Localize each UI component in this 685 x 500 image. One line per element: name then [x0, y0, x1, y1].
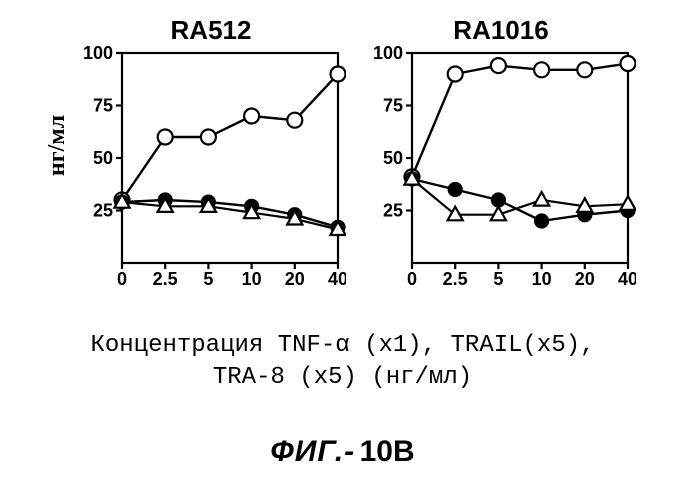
y-axis-label: нг/мл	[45, 114, 72, 175]
y-axis-label-container: нг/мл	[40, 15, 76, 275]
svg-text:2.5: 2.5	[153, 269, 178, 289]
svg-text:100: 100	[83, 45, 113, 63]
figure-10b: нг/мл RA512 25507510002.55102040 RA1016 …	[0, 0, 685, 500]
svg-text:5: 5	[203, 269, 213, 289]
figure-label-number: 10B	[360, 435, 415, 468]
svg-text:40: 40	[618, 269, 636, 289]
svg-text:75: 75	[383, 96, 403, 116]
x-caption-line2: TRA-8 (x5) (нг/мл)	[0, 362, 685, 394]
svg-text:25: 25	[93, 201, 113, 221]
charts-row: нг/мл RA512 25507510002.55102040 RA1016 …	[40, 15, 660, 305]
svg-text:75: 75	[93, 96, 113, 116]
figure-label-prefix: ФИГ.-	[270, 435, 355, 468]
svg-text:10: 10	[532, 269, 552, 289]
svg-text:10: 10	[242, 269, 262, 289]
plot-svg-ra1016: 25 50 75 100 0 2.5 5 10 20 40	[366, 45, 636, 295]
chart-ra1016: RA1016 25 50 75 100 0 2.5 5 10 20 40	[366, 15, 636, 305]
svg-text:25: 25	[383, 201, 403, 221]
chart-title-ra1016: RA1016	[366, 15, 636, 46]
chart-title-ra512: RA512	[76, 15, 346, 46]
x-caption-line1: Концентрация TNF-α (x1), TRAIL(x5),	[0, 330, 685, 362]
svg-text:2.5: 2.5	[443, 269, 468, 289]
svg-text:50: 50	[383, 148, 403, 168]
svg-text:20: 20	[285, 269, 305, 289]
figure-label: ФИГ.- 10B	[0, 435, 685, 469]
svg-text:0: 0	[117, 269, 127, 289]
svg-text:100: 100	[373, 45, 403, 63]
svg-text:0: 0	[407, 269, 417, 289]
plot-svg-ra512: 25 50 75 100 0 2.5 5 10 20 40	[76, 45, 346, 295]
x-axis-caption: Концентрация TNF-α (x1), TRAIL(x5), TRA-…	[0, 330, 685, 395]
svg-text:50: 50	[93, 148, 113, 168]
svg-text:20: 20	[575, 269, 595, 289]
svg-text:40: 40	[328, 269, 346, 289]
svg-text:5: 5	[493, 269, 503, 289]
chart-ra512: RA512 25 50 75 100 0 2.5 5 10 20 40	[76, 15, 346, 305]
